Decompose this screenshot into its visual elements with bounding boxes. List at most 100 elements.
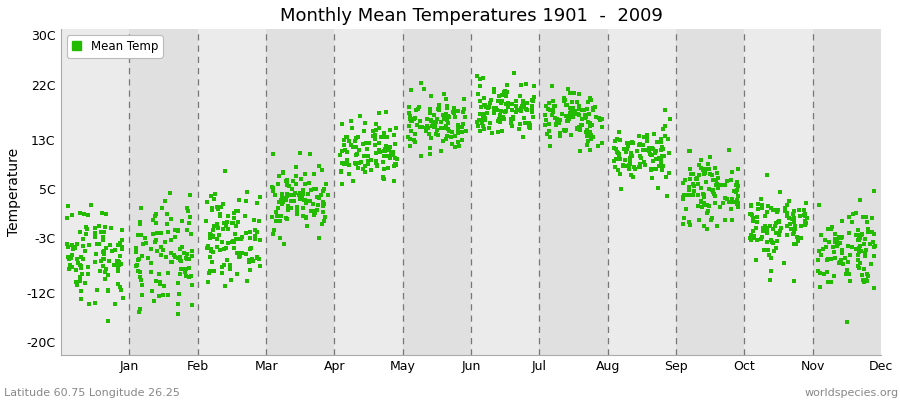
Point [164,237,178,244]
Point [287,192,302,198]
Point [586,134,600,140]
Point [246,258,260,264]
Point [760,246,775,253]
Point [515,103,529,109]
Point [849,246,863,252]
Point [730,197,744,204]
Point [493,116,508,123]
Point [814,270,828,276]
Point [97,269,112,275]
Point [242,235,256,241]
Point [526,98,541,104]
Point [308,210,322,216]
Point [830,242,844,248]
Point [592,116,607,123]
Point [417,86,431,93]
Point [724,177,738,183]
Point [148,213,162,220]
Point [772,218,787,225]
Point [360,161,374,167]
Point [477,116,491,122]
Point [487,110,501,116]
Point [243,229,257,235]
Point [144,269,158,275]
Point [445,129,459,136]
Point [854,232,868,238]
Point [82,242,96,248]
Point [496,114,510,120]
Point [501,103,516,110]
Point [702,202,716,209]
Point [432,102,446,108]
Point [484,97,499,104]
Point [243,246,257,252]
Point [112,253,127,260]
Point [448,114,463,120]
Point [312,235,327,241]
Point [866,239,880,245]
Point [696,167,710,173]
Point [858,236,872,242]
Point [476,114,491,121]
Point [408,139,422,145]
Point [500,100,515,106]
Point [229,236,243,242]
Point [627,165,642,172]
Point [546,107,561,113]
Point [764,237,778,243]
Point [230,208,245,214]
Point [832,234,846,240]
Point [164,250,178,256]
Point [222,266,237,272]
Point [73,296,87,302]
Point [679,206,693,212]
Point [797,212,812,219]
Point [369,150,383,157]
Point [864,228,878,235]
Point [644,151,658,157]
Point [215,201,230,208]
Point [456,96,471,102]
Point [73,262,87,268]
Point [226,220,240,226]
Point [713,204,727,211]
Point [682,184,697,190]
Point [763,276,778,283]
Point [76,236,90,242]
Point [852,197,867,203]
Point [454,137,469,143]
Point [146,216,160,223]
Point [132,256,147,262]
Point [554,130,568,136]
Point [98,276,112,282]
Point [149,236,164,243]
Point [279,214,293,221]
Point [783,226,797,232]
Point [419,116,434,122]
Point [230,271,244,278]
Point [772,232,787,238]
Point [633,161,647,167]
Point [348,161,363,167]
Point [348,135,363,141]
Point [613,156,627,162]
Point [583,94,598,101]
Point [271,205,285,211]
Point [111,258,125,264]
Point [509,109,524,115]
Point [722,199,736,205]
Point [312,162,327,169]
Point [565,105,580,111]
Point [447,105,462,111]
Point [62,266,77,272]
Point [229,208,243,214]
Point [211,206,225,212]
Point [113,286,128,293]
Point [546,98,561,104]
Point [813,248,827,254]
Point [787,219,801,226]
Point [442,114,456,120]
Point [751,200,765,207]
Point [475,117,490,123]
Point [699,202,714,208]
